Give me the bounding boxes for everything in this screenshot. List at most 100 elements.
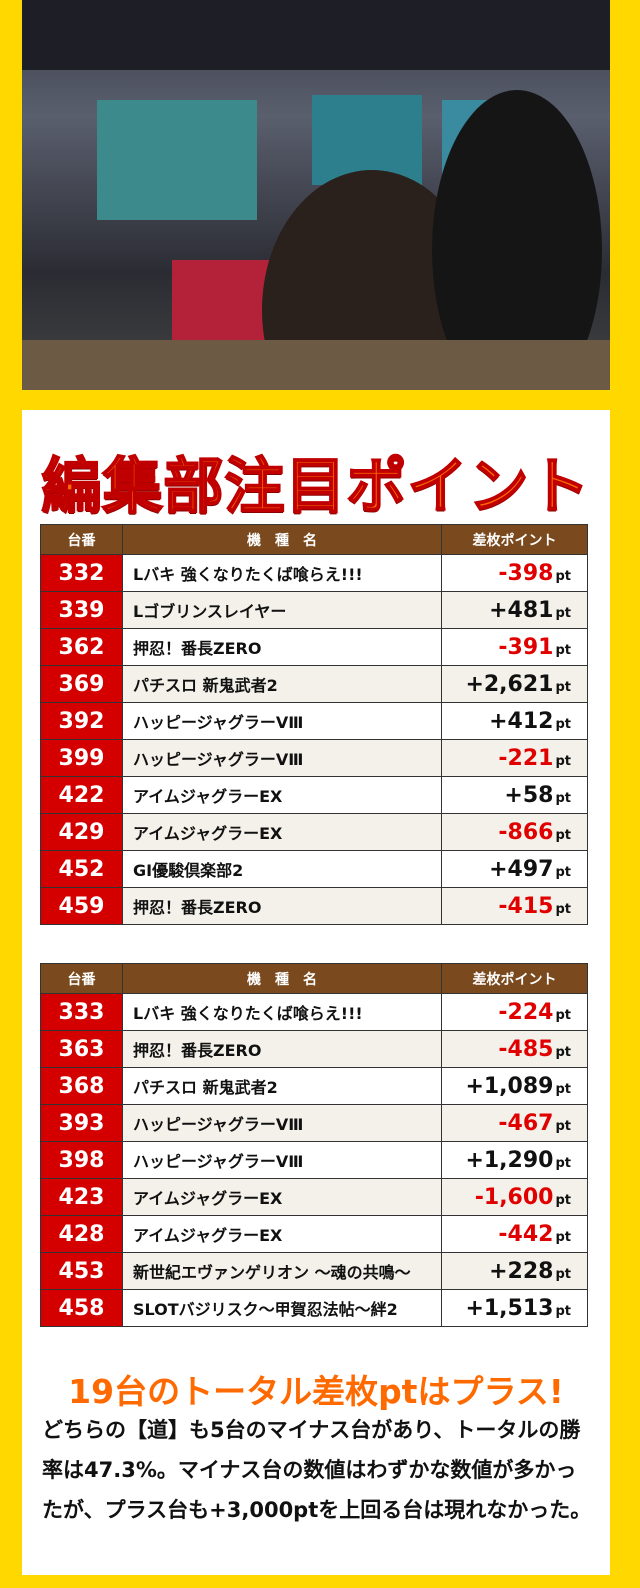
column-header: 機 種 名 <box>122 963 442 994</box>
points: -485 <box>498 1036 554 1062</box>
unit: pt <box>555 605 571 621</box>
summary-heading: 19台のトータル差枚ptはプラス! <box>68 1372 564 1411</box>
unit: pt <box>555 1266 571 1282</box>
unit: pt <box>555 1118 571 1134</box>
unit: pt <box>555 716 571 732</box>
header-row: 台番機 種 名差枚ポイント <box>40 963 588 994</box>
row: 369 パチスロ 新鬼武者2 +2,621 pt <box>40 665 588 703</box>
machine-name: アイムジャグラーEX <box>122 776 442 814</box>
machine-name: ハッピージャグラーVⅢ <box>122 702 442 740</box>
table: 台番機 種 名差枚ポイント 333 Lバキ 強くなりたくば喰らえ!!! -224 pt 3… <box>40 963 588 1327</box>
points: -224 <box>498 999 554 1025</box>
machine-name: アイムジャグラーEX <box>122 813 442 851</box>
column-header: 差枚ポイント <box>441 963 588 994</box>
row: 459 押忍！番長ZERO -415 pt <box>40 887 588 925</box>
machine-name: ハッピージャグラーVⅢ <box>122 739 442 777</box>
column-header: 差枚ポイント <box>441 524 588 555</box>
machine-number: 369 <box>40 665 123 703</box>
machine-number: 452 <box>40 850 123 888</box>
unit: pt <box>555 901 571 917</box>
row: 392 ハッピージャグラーVⅢ +412 pt <box>40 702 588 740</box>
unit: pt <box>555 864 571 880</box>
machine-name: 押忍！番長ZERO <box>122 1030 442 1068</box>
points: -415 <box>498 893 554 919</box>
machine-number: 423 <box>40 1178 123 1216</box>
person <box>432 90 602 390</box>
person <box>262 170 482 390</box>
unit: pt <box>555 1081 571 1097</box>
points: +228 <box>489 1258 554 1284</box>
unit: pt <box>555 679 571 695</box>
machine-number: 459 <box>40 887 123 925</box>
points-cell: -866 pt <box>441 813 588 851</box>
machine-name: 押忍！番長ZERO <box>122 628 442 666</box>
points-cell: +481 pt <box>441 591 588 629</box>
machine-number: 393 <box>40 1104 123 1142</box>
points: -1,600 <box>474 1184 554 1210</box>
unit: pt <box>555 568 571 584</box>
machine-name: Lゴブリンスレイヤー <box>122 591 442 629</box>
floor <box>22 340 610 390</box>
points-cell: -1,600 pt <box>441 1178 588 1216</box>
machine-number: 458 <box>40 1289 123 1327</box>
row: 458 SLOTバジリスク～甲賀忍法帖～絆2 +1,513 pt <box>40 1289 588 1327</box>
points-cell: +497 pt <box>441 850 588 888</box>
points-cell: +228 pt <box>441 1252 588 1290</box>
photo-art <box>22 0 610 390</box>
machine-number: 392 <box>40 702 123 740</box>
machine-name: アイムジャグラーEX <box>122 1215 442 1253</box>
header-row: 台番機 種 名差枚ポイント <box>40 524 588 555</box>
row: 422 アイムジャグラーEX +58 pt <box>40 776 588 814</box>
points: +497 <box>489 856 554 882</box>
screen <box>97 100 257 220</box>
column-header: 台番 <box>40 963 123 994</box>
machine-name: アイムジャグラーEX <box>122 1178 442 1216</box>
machine-number: 363 <box>40 1030 123 1068</box>
machine-number: 398 <box>40 1141 123 1179</box>
row: 333 Lバキ 強くなりたくば喰らえ!!! -224 pt <box>40 993 588 1031</box>
row: 453 新世紀エヴァンゲリオン ～魂の共鳴～ +228 pt <box>40 1252 588 1290</box>
points: -221 <box>498 745 554 771</box>
unit: pt <box>555 1192 571 1208</box>
points-cell: -485 pt <box>441 1030 588 1068</box>
photo <box>22 0 610 390</box>
points: +412 <box>489 708 554 734</box>
points: +1,513 <box>465 1295 554 1321</box>
column-header: 機 種 名 <box>122 524 442 555</box>
points-cell: -415 pt <box>441 887 588 925</box>
points-cell: -467 pt <box>441 1104 588 1142</box>
machine-number: 428 <box>40 1215 123 1253</box>
row: 423 アイムジャグラーEX -1,600 pt <box>40 1178 588 1216</box>
machine-name: SLOTバジリスク～甲賀忍法帖～絆2 <box>122 1289 442 1327</box>
points: -398 <box>498 560 554 586</box>
machine-number: 399 <box>40 739 123 777</box>
machine-number: 333 <box>40 993 123 1031</box>
machine-number: 422 <box>40 776 123 814</box>
screen <box>312 95 422 185</box>
panel: 編集部注目ポイント 台番機 種 名差枚ポイント 332 Lバキ 強くなりたくば喰らえ… <box>22 410 610 1575</box>
points: +481 <box>489 597 554 623</box>
points-cell: +1,290 pt <box>441 1141 588 1179</box>
machine-name: 新世紀エヴァンゲリオン ～魂の共鳴～ <box>122 1252 442 1290</box>
title: 編集部注目ポイント <box>41 451 591 523</box>
row: 393 ハッピージャグラーVⅢ -467 pt <box>40 1104 588 1142</box>
row: 362 押忍！番長ZERO -391 pt <box>40 628 588 666</box>
machine-number: 368 <box>40 1067 123 1105</box>
points-cell: -391 pt <box>441 628 588 666</box>
points-cell: -442 pt <box>441 1215 588 1253</box>
points-cell: +1,089 pt <box>441 1067 588 1105</box>
points: +58 <box>504 782 554 808</box>
unit: pt <box>555 642 571 658</box>
points: +1,089 <box>465 1073 554 1099</box>
machine-name: ハッピージャグラーVⅢ <box>122 1104 442 1142</box>
row: 339 Lゴブリンスレイヤー +481 pt <box>40 591 588 629</box>
row: 398 ハッピージャグラーVⅢ +1,290 pt <box>40 1141 588 1179</box>
machine-number: 429 <box>40 813 123 851</box>
machine-name: GⅠ優駿倶楽部2 <box>122 850 442 888</box>
points-cell: +412 pt <box>441 702 588 740</box>
row: 452 GⅠ優駿倶楽部2 +497 pt <box>40 850 588 888</box>
machine-name: ハッピージャグラーVⅢ <box>122 1141 442 1179</box>
points-cell: -224 pt <box>441 993 588 1031</box>
summary-text: どちらの【道】も5台のマイナス台があり、トータルの勝率は47.3%。マイナス台の… <box>42 1418 592 1522</box>
